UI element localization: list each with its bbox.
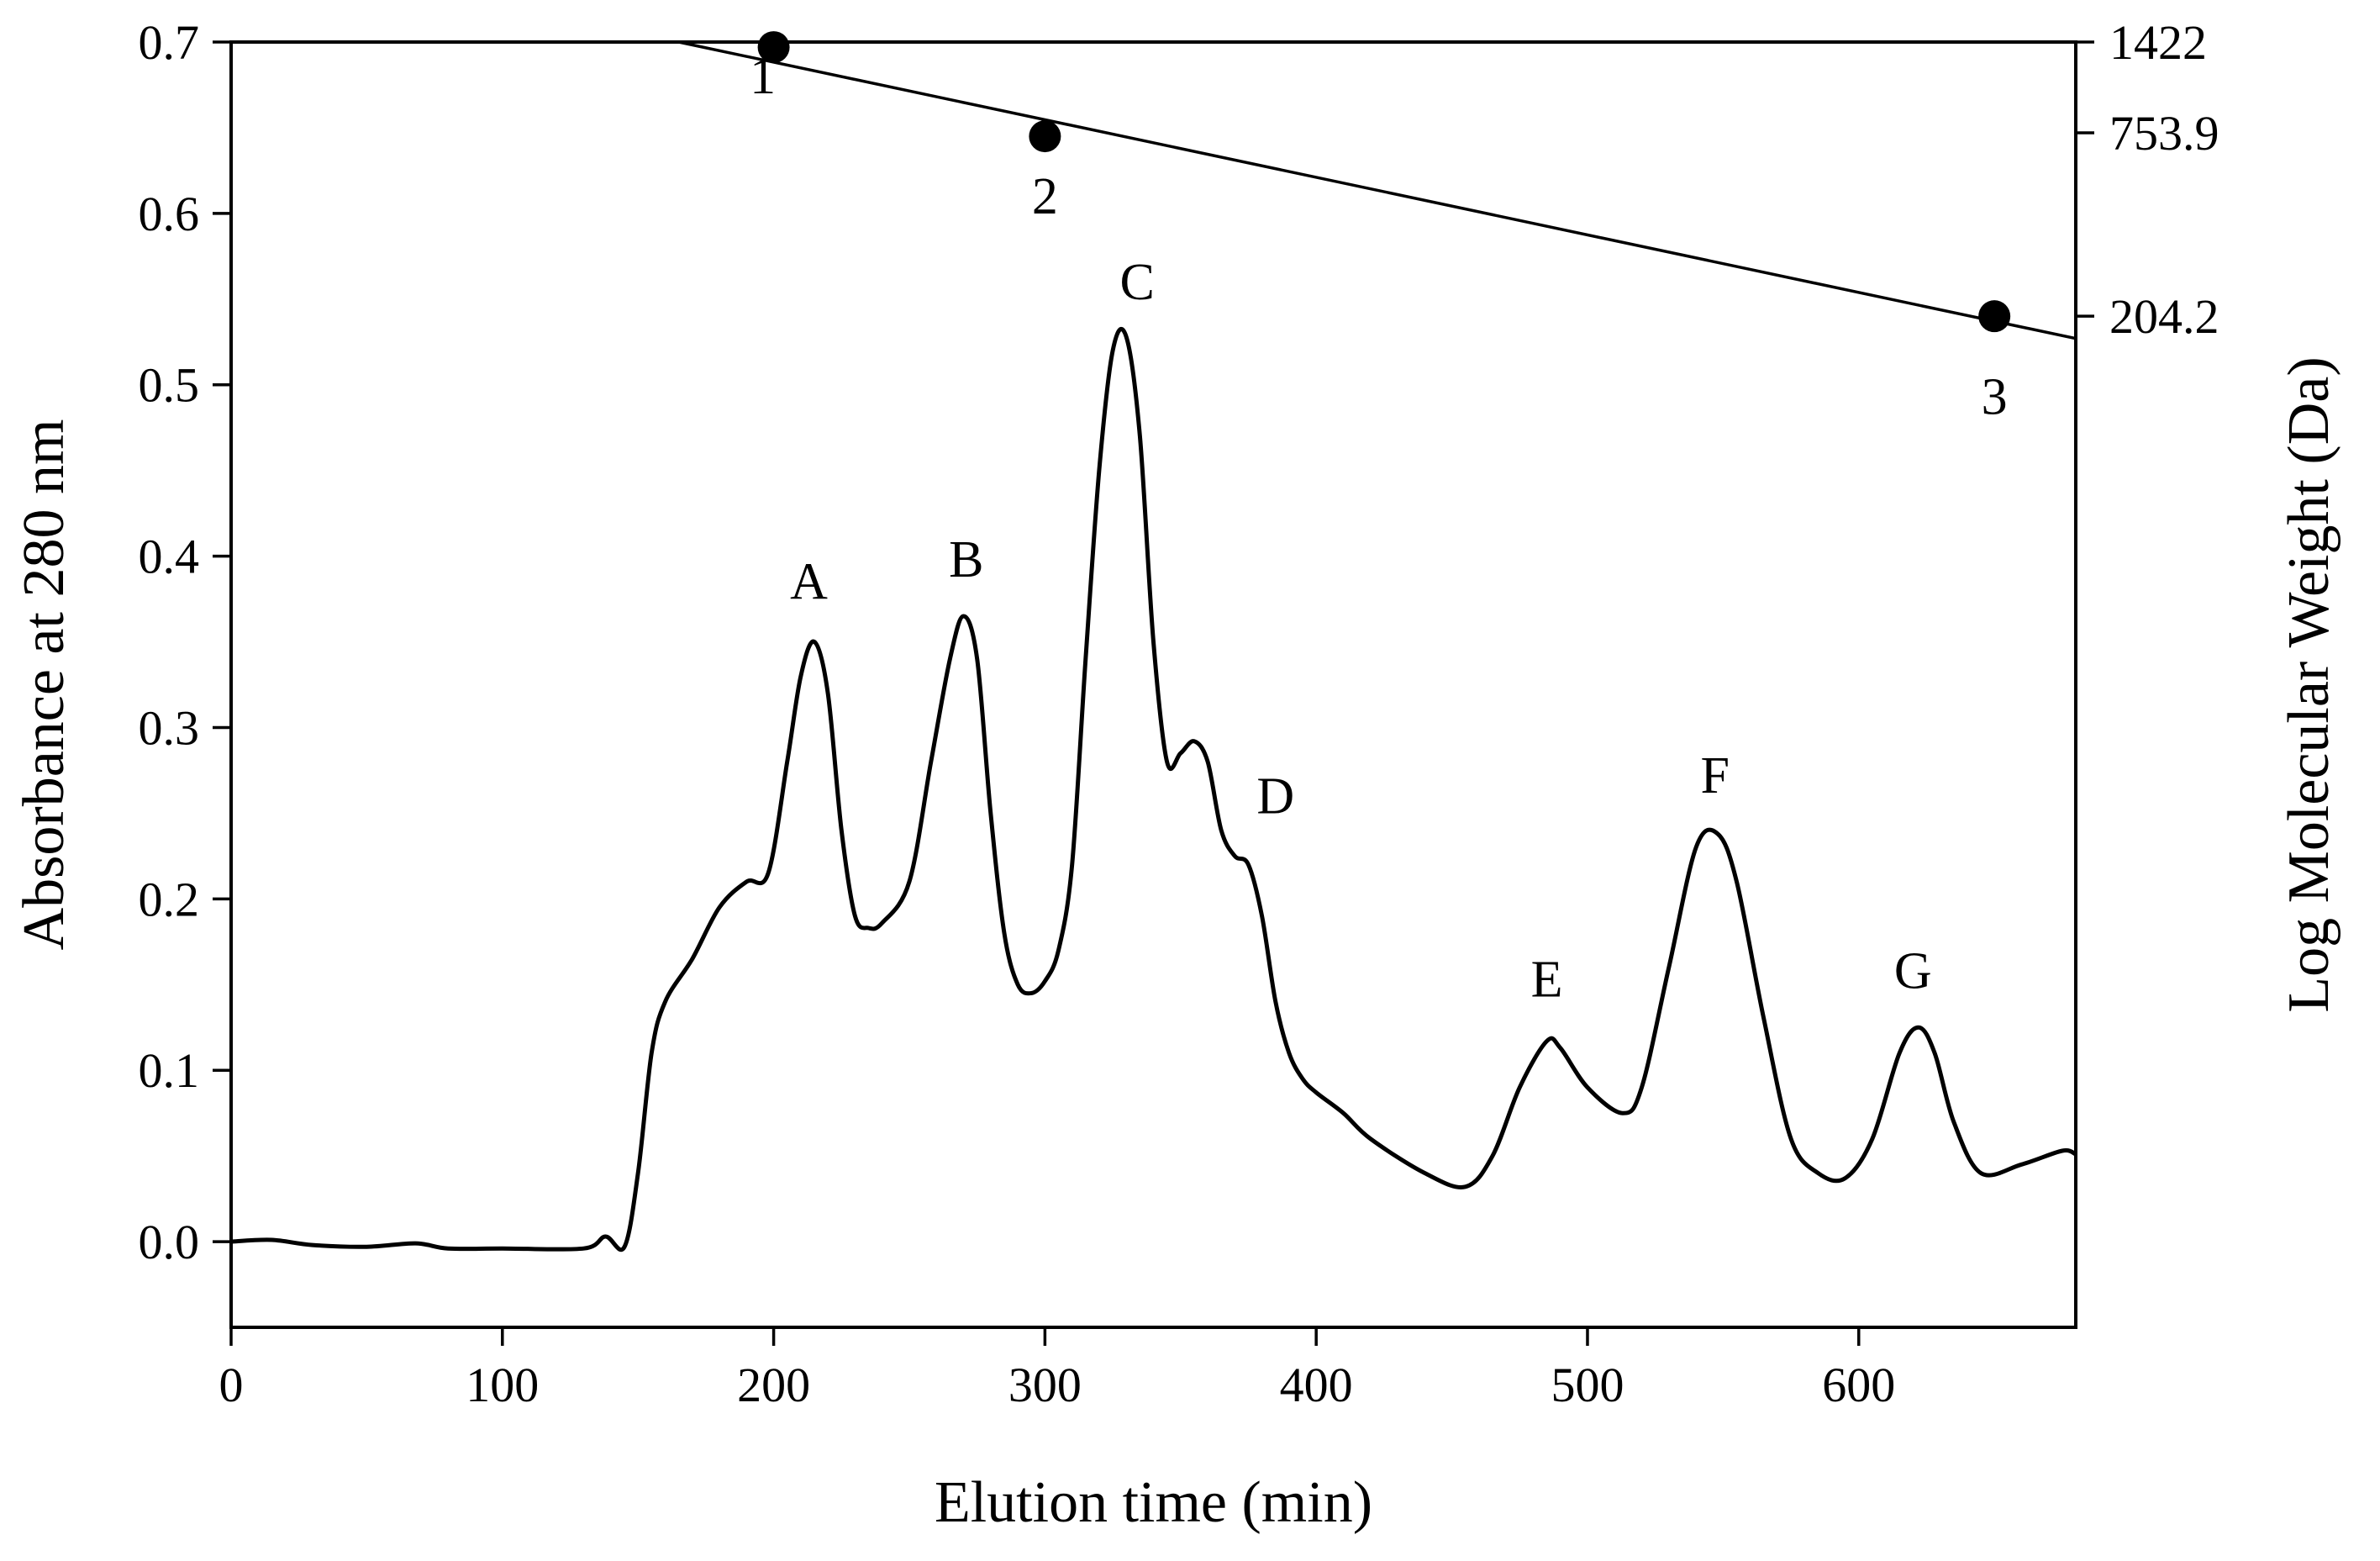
standard-label: 1 — [750, 48, 776, 105]
peak-label: G — [1894, 942, 1932, 999]
y-tick-label: 0.7 — [139, 15, 200, 70]
y-tick-label: 0.5 — [139, 358, 200, 413]
peak-label: C — [1119, 254, 1154, 311]
y-axis-title: Absorbance at 280 nm — [12, 419, 76, 951]
y2-axis-title: Log Molecular Weight (Da) — [2277, 356, 2341, 1012]
x-tick-label: 500 — [1551, 1358, 1624, 1412]
y-tick-label: 0.1 — [139, 1043, 200, 1098]
standard-label: 2 — [1032, 168, 1058, 225]
standard-label: 3 — [1982, 368, 2008, 425]
y-tick-label: 0.6 — [139, 187, 200, 241]
x-tick-label: 300 — [1008, 1358, 1082, 1412]
x-tick-label: 200 — [737, 1358, 810, 1412]
y-tick-label: 0.4 — [139, 530, 200, 584]
calibration-line — [678, 40, 2076, 340]
x-tick-label: 600 — [1822, 1358, 1895, 1412]
standard-point — [1978, 300, 2011, 333]
peak-label: A — [790, 554, 828, 611]
x-axis-title: Elution time (min) — [935, 1470, 1372, 1535]
peak-label: D — [1256, 767, 1294, 825]
plot-frame — [229, 40, 2077, 1329]
y2-tick-label: 204.2 — [2109, 289, 2219, 344]
axes-layer: 0 100 200 300 400 500 600 0.0 0.1 0.2 0.3 0.4 0.5 0.6… — [12, 15, 2341, 1535]
y-tick-label: 0.0 — [139, 1215, 200, 1269]
peak-label: F — [1700, 747, 1729, 804]
data-layer — [231, 31, 2076, 1252]
y2-tick-label: 753.9 — [2109, 106, 2219, 161]
labels-layer: A B C D E F G 1 2 3 — [750, 48, 2007, 1008]
standard-point — [1029, 120, 1061, 153]
peak-label: B — [949, 531, 983, 588]
standard-point — [757, 31, 790, 64]
x-tick-label: 100 — [466, 1358, 539, 1412]
y-tick-label: 0.2 — [139, 872, 200, 926]
absorbance-curve — [231, 326, 2076, 1252]
y-tick-label: 0.3 — [139, 700, 200, 755]
peak-label: E — [1531, 952, 1563, 1009]
x-tick-label: 0 — [219, 1358, 244, 1412]
y2-tick-label: 1422 — [2109, 15, 2207, 70]
x-tick-label: 400 — [1280, 1358, 1353, 1412]
